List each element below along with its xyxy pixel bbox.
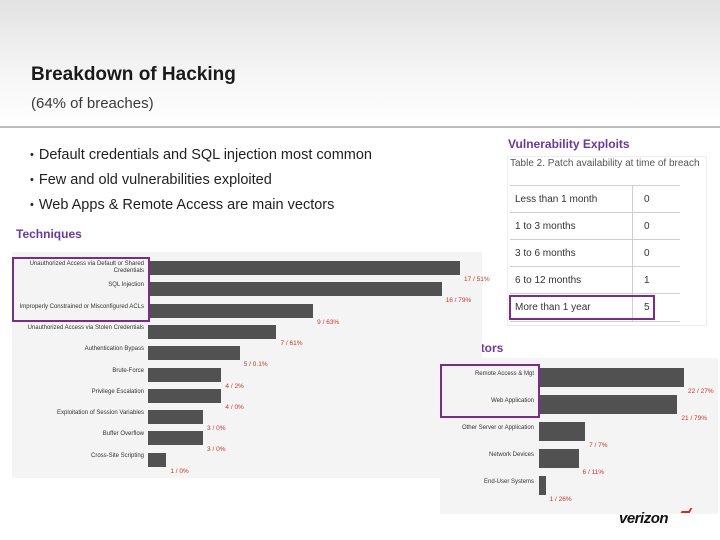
bar-value-label: 4 / 0% [225,403,244,411]
bar-category-label: Brute-Force [112,367,144,374]
bullet-list: Default credentials and SQL injection mo… [30,143,372,218]
bar-value-label: 16 / 79% [445,297,472,305]
column-divider [632,186,633,213]
table-row-value: 5 [644,302,650,313]
table-row-label: Less than 1 month [515,194,598,205]
column-divider [632,267,633,294]
table-row: 1 to 3 months 0 [510,212,680,240]
bar-value-label: 4 / 2% [225,382,244,390]
bar [148,410,204,425]
bar-category-label: Remote Access & Mgt [474,370,534,377]
bar-category-label: Improperly Constrained or Misconfigured … [19,303,144,310]
bar [148,388,222,403]
bullet-item: Default credentials and SQL injection mo… [30,143,372,168]
table-row-label: 1 to 3 months [515,221,576,232]
bar-category-label: SQL Injection [108,282,144,289]
table-row-value: 0 [644,221,650,232]
slide-subtitle: (64% of breaches) [31,95,154,112]
column-divider [632,213,633,240]
bar-category-label: Unauthorized Access via Default or Share… [29,261,144,274]
table-row: 6 to 12 months 1 [510,266,680,294]
vulnerability-caption: Vulnerability Exploits [508,137,630,151]
bar-value-label: 17 / 51% [464,276,490,283]
techniques-caption: Techniques [16,227,82,241]
bar-category-label: Buffer Overflow [102,431,144,438]
column-divider [632,240,633,267]
bar-category-label: Cross-Site Scripting [90,452,144,459]
bar [148,367,222,382]
table-row: 3 to 6 months 0 [510,239,680,267]
slide-title: Breakdown of Hacking [31,64,236,85]
table-row: Less than 1 month 0 [510,185,680,213]
bar-category-label: Privilege Escalation [91,388,144,395]
bar [148,261,460,275]
bar-value-label: 3 / 0% [207,425,226,433]
bar-value-label: 3 / 0% [207,446,226,454]
table-row-label: More than 1 year [515,302,591,313]
table-row-value: 0 [644,248,650,259]
bar-value-label: 1 / 0% [170,467,189,475]
bar-category-label: Authentication Bypass [84,346,144,353]
category-highlight-box [440,364,540,418]
table-row-highlight [509,295,655,320]
title-divider [0,126,720,128]
bar-value-label: 9 / 63% [317,318,340,326]
bullet-item: Few and old vulnerabilities exploited [30,168,372,193]
bar-value-label: 7 / 61% [280,339,303,347]
bar-value-label: 5 / 0.1% [243,361,268,369]
title-band [0,0,720,128]
bar-value-label: 21 / 79% [681,415,708,422]
bar-value-label: 7 / 7% [589,442,608,449]
bar [539,422,586,441]
bar [148,282,442,297]
bar-category-label: End-User Systems [483,478,534,485]
bar-value-label: 22 / 27% [688,388,714,395]
table-row-value: 1 [644,275,650,286]
bar [539,395,678,414]
bar [539,476,546,495]
bar [148,452,167,467]
table-row-label: 6 to 12 months [515,275,582,286]
bar-category-label: Exploitation of Session Variables [57,410,144,417]
bar [539,368,684,387]
bar-category-label: Unauthorized Access via Stolen Credentia… [27,324,144,331]
category-highlight-box [12,257,150,322]
bar-category-label: Other Server or Application [461,424,534,431]
bar-category-label: Web Application [491,397,534,404]
patch-table-title: Table 2. Patch availability at time of b… [510,158,700,169]
table-row-value: 0 [644,194,650,205]
bar-category-label: Network Devices [488,451,534,458]
bar [148,324,277,339]
patch-table-panel [507,156,707,326]
bar [148,303,314,318]
verizon-logo: verizon [619,510,669,527]
bar [148,346,240,361]
techniques-chart: Unauthorized Access via Default or Share… [12,252,490,478]
table-row-label: 3 to 6 months [515,248,576,259]
column-divider [632,294,633,321]
vectors-chart: Remote Access & Mgt 22 / 27% Web Applicati… [440,358,718,514]
bar [539,449,579,468]
bar [148,431,204,446]
bullet-item: Web Apps & Remote Access are main vector… [30,193,372,218]
bar-value-label: 6 / 11% [582,469,605,476]
bar-value-label: 1 / 26% [549,496,572,503]
table-row: More than 1 year 5 [510,293,680,322]
